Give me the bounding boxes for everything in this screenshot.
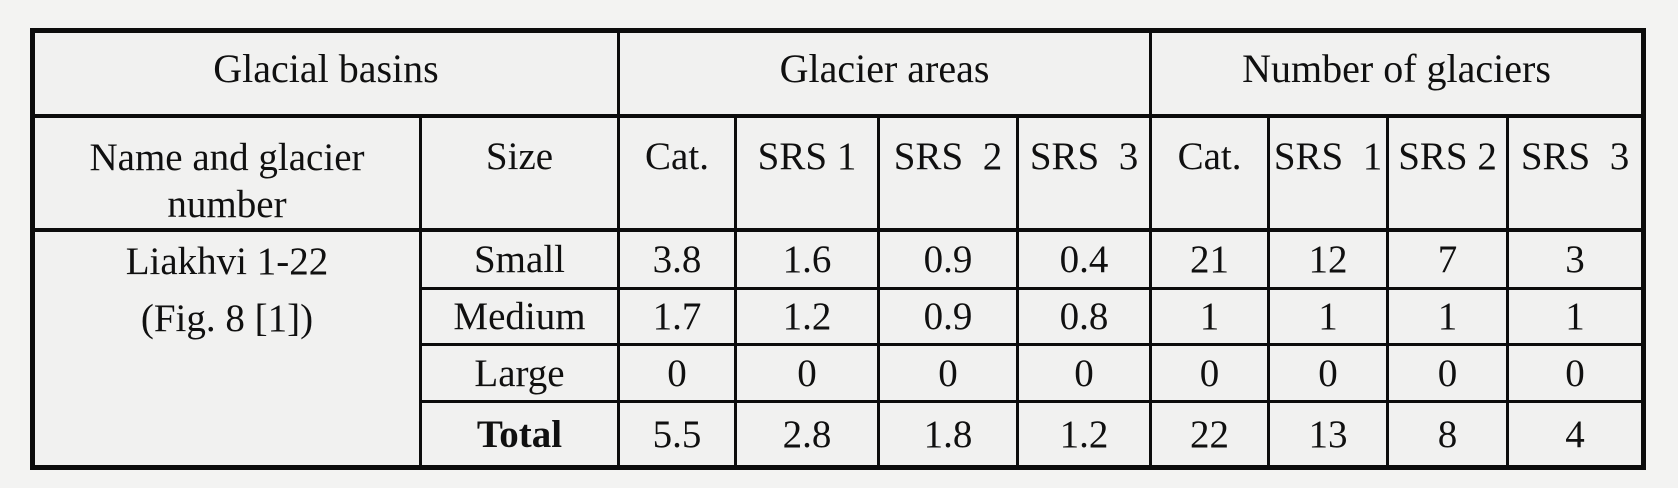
area-srs1-small: 1.6 — [734, 228, 880, 290]
basin-name-cell: Liakhvi 1-22 (Fig. 8 [1]) — [31, 228, 422, 469]
area-srs1-total: 2.8 — [734, 400, 880, 469]
area-cat-medium: 1.7 — [617, 287, 737, 346]
group-header-row: Glacial basins Glacier areas Number of g… — [31, 29, 1646, 118]
size-label-large: Large — [419, 343, 620, 403]
basin-name: Liakhvi 1-22 — [125, 239, 329, 283]
area-srs1-large: 0 — [734, 343, 880, 403]
size-label-total: Total — [419, 400, 620, 469]
col-header-size: Size — [419, 114, 620, 232]
table-row-small: Liakhvi 1-22 (Fig. 8 [1]) Small 3.8 1.6 … — [31, 228, 1646, 469]
area-srs2-small: 0.9 — [877, 228, 1019, 290]
count-srs2-large: 0 — [1386, 343, 1510, 403]
col-header-areas-cat: Cat. — [617, 114, 737, 232]
area-srs3-total: 1.2 — [1015, 400, 1153, 469]
count-srs2-small: 7 — [1386, 228, 1510, 290]
basin-figure-note: (Fig. 8 [1]) — [140, 296, 314, 340]
group-header-glacial-basins: Glacial basins — [31, 29, 620, 118]
area-srs2-medium: 0.9 — [877, 287, 1019, 346]
count-srs1-total: 13 — [1267, 400, 1390, 469]
col-header-areas-srs2: SRS 2 — [877, 114, 1019, 232]
group-header-glacier-areas: Glacier areas — [616, 29, 1153, 118]
area-srs1-medium: 1.2 — [734, 287, 880, 346]
group-header-number-of-glaciers: Number of glaciers — [1149, 29, 1646, 118]
size-label-small: Small — [419, 228, 620, 290]
area-srs3-large: 0 — [1015, 343, 1153, 403]
area-srs2-large: 0 — [877, 343, 1019, 403]
col-header-count-srs1: SRS 1 — [1267, 114, 1390, 232]
count-srs1-medium: 1 — [1267, 287, 1390, 346]
count-srs3-medium: 1 — [1506, 287, 1646, 346]
col-header-areas-srs3: SRS 3 — [1015, 114, 1153, 232]
count-cat-small: 21 — [1149, 228, 1271, 290]
area-cat-total: 5.5 — [617, 400, 737, 469]
table-row-large: Large 0 0 0 0 0 0 0 0 — [33, 343, 1646, 403]
col-header-count-srs2: SRS 2 — [1386, 114, 1510, 232]
count-srs3-total: 4 — [1506, 400, 1646, 469]
count-cat-medium: 1 — [1149, 287, 1271, 346]
col-header-count-cat: Cat. — [1149, 114, 1271, 232]
col-header-count-srs3: SRS 3 — [1506, 114, 1646, 232]
table-row-total: Total 5.5 2.8 1.8 1.2 22 13 8 4 — [33, 400, 1646, 469]
area-cat-small: 3.8 — [617, 228, 737, 290]
count-cat-large: 0 — [1149, 343, 1271, 403]
count-srs3-small: 3 — [1506, 228, 1646, 290]
col-header-areas-srs1: SRS 1 — [734, 114, 880, 232]
count-srs3-large: 0 — [1506, 343, 1646, 403]
count-srs2-medium: 1 — [1386, 287, 1510, 346]
area-srs2-total: 1.8 — [877, 400, 1019, 469]
count-srs1-large: 0 — [1267, 343, 1390, 403]
count-srs2-total: 8 — [1386, 400, 1510, 469]
table-row-medium: Medium 1.7 1.2 0.9 0.8 1 1 1 1 — [33, 287, 1646, 346]
area-srs3-medium: 0.8 — [1015, 287, 1153, 346]
glacier-statistics-table: Glacial basins Glacier areas Number of g… — [30, 28, 1647, 470]
column-header-row: Name and glacier number Size Cat. SRS 1 … — [31, 114, 1646, 232]
size-label-medium: Medium — [419, 287, 620, 346]
area-cat-large: 0 — [617, 343, 737, 403]
count-srs1-small: 12 — [1267, 228, 1390, 290]
area-srs3-small: 0.4 — [1015, 228, 1153, 290]
col-header-name-and-glacier-number: Name and glacier number — [31, 114, 422, 232]
count-cat-total: 22 — [1149, 400, 1271, 469]
